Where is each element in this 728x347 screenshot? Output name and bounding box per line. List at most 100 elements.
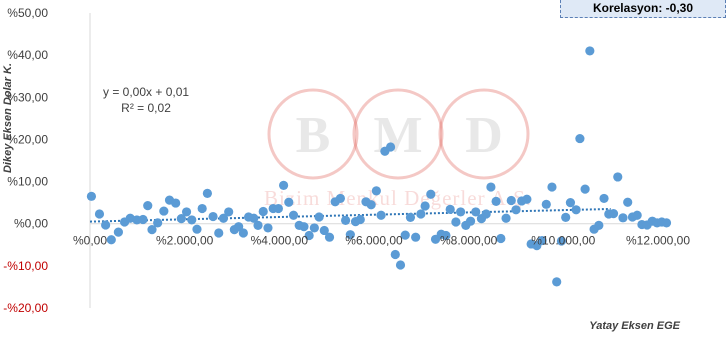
data-point (496, 233, 506, 244)
data-point (594, 220, 604, 230)
data-point (547, 182, 557, 192)
data-point (304, 230, 314, 241)
correlation-label: Korelasyon: -0,30 (560, 0, 726, 18)
x-tick-label: %12.000,00 (626, 234, 690, 248)
data-point (202, 188, 212, 198)
data-point (101, 220, 111, 230)
data-point (623, 197, 633, 207)
y-tick-label: %50,00 (7, 6, 48, 20)
data-point (143, 200, 153, 211)
watermark-letter: M (373, 107, 422, 164)
y-tick-label: %10,00 (7, 175, 48, 189)
x-tick-label: %2.000,00 (156, 234, 214, 248)
data-point (537, 235, 547, 246)
data-point (224, 207, 234, 217)
data-point (249, 213, 259, 223)
data-point (565, 198, 576, 208)
data-point (299, 222, 309, 232)
y-tick-label: %40,00 (7, 48, 48, 62)
data-point (395, 260, 406, 270)
data-point (263, 223, 273, 233)
data-point (319, 225, 329, 236)
y-tick-label: %30,00 (7, 90, 48, 104)
x-tick-label: %10.000,00 (531, 234, 595, 248)
data-point (385, 142, 396, 152)
data-point (86, 191, 97, 201)
data-point (561, 212, 571, 222)
watermark-ring (438, 88, 530, 180)
data-point (522, 194, 532, 204)
trendline-line (89, 207, 611, 223)
data-point (94, 209, 105, 219)
data-point (445, 204, 455, 214)
y-tick-label: -%20,00 (3, 301, 48, 315)
data-point (441, 230, 451, 241)
data-point (501, 213, 511, 223)
data-point (197, 203, 207, 214)
watermark-letter: D (465, 107, 503, 164)
data-point (187, 215, 197, 225)
data-point (341, 215, 351, 225)
data-point (456, 207, 466, 217)
watermark-ring (352, 88, 444, 180)
data-point (147, 225, 157, 235)
data-point (376, 210, 386, 220)
x-axis-title: Yatay Eksen EGE (589, 320, 680, 332)
r-squared: R² = 0,02 (121, 101, 171, 115)
data-point (288, 210, 299, 220)
x-tick-label: %8.000,00 (440, 234, 498, 248)
data-point (192, 224, 202, 234)
data-point (400, 230, 410, 240)
data-point (486, 182, 496, 192)
data-point (258, 206, 268, 217)
tick-labels: %50,00 %40,00 %30,00 %20,00 %10,00 %0,00 -%10,… (3, 6, 690, 315)
data-point (159, 206, 169, 216)
data-point (411, 232, 421, 242)
data-point (208, 211, 218, 222)
data-point (420, 201, 430, 211)
data-point (416, 209, 426, 219)
data-point (608, 209, 619, 219)
trendline-equation: y = 0,00x + 0,01 R² = 0,02 (103, 84, 189, 116)
y-tick-label: %20,00 (7, 132, 48, 146)
data-point (541, 199, 551, 209)
data-point (309, 223, 319, 233)
axes (89, 13, 658, 308)
data-point (405, 212, 416, 222)
data-point (632, 210, 642, 220)
data-point (613, 172, 623, 182)
data-point (511, 205, 521, 215)
data-point (451, 217, 461, 227)
watermark-ring (267, 88, 359, 180)
data-point (238, 228, 248, 238)
data-point (506, 195, 516, 206)
data-points (86, 46, 672, 287)
data-point (355, 214, 365, 225)
data-point (218, 213, 229, 223)
y-tick-label: -%10,00 (3, 259, 48, 273)
data-point (335, 193, 345, 204)
trendline (89, 207, 611, 223)
data-point (181, 207, 192, 217)
y-tick-label: %0,00 (14, 217, 48, 231)
x-tick-label: %0,00 (73, 234, 107, 248)
y-axis-title: Dikey Eksen Dolar K. (2, 62, 14, 174)
data-point (481, 209, 491, 219)
data-point (556, 236, 567, 246)
data-point (284, 197, 294, 207)
watermark-tagline: Bizim Menkul Değerler A.Ş. (264, 186, 532, 210)
data-point (575, 133, 585, 144)
data-point (314, 212, 324, 222)
watermark-logo: B M D Bizim Menkul Değerler A.Ş. (264, 88, 532, 210)
data-point (324, 232, 335, 242)
data-point (571, 205, 581, 215)
data-point (390, 249, 400, 260)
data-point (366, 200, 376, 210)
data-point (171, 198, 181, 208)
data-point (585, 46, 595, 56)
data-point (465, 216, 476, 226)
data-point (345, 230, 355, 240)
watermark-letter: B (296, 107, 331, 164)
data-point (580, 184, 590, 194)
